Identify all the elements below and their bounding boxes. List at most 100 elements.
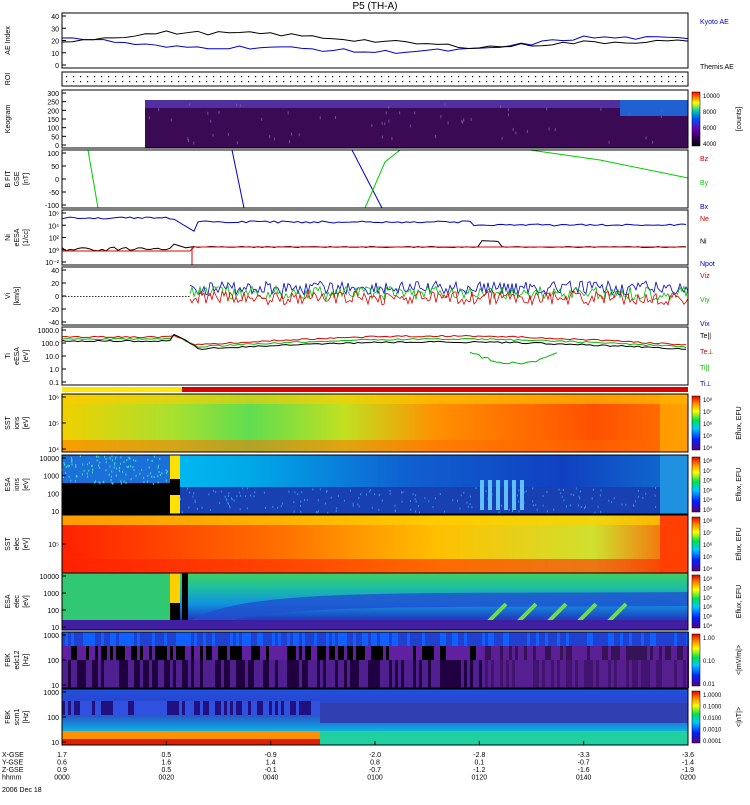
esa-ions-low-noise [227,501,229,504]
fbk-edc-col-top [404,632,407,646]
roi-dot [682,81,684,83]
fbk-edc-col-top [305,632,308,646]
esa-ions-early-noise [114,462,116,465]
keogram-speckle [289,140,291,144]
esa-ions-early-noise [108,473,110,476]
fbk-scm-col [212,701,215,715]
fbk-edc-col-low [314,660,317,688]
velocity-zero-dot [92,296,94,297]
fbk-edc-col-mid [191,646,194,660]
esa-elec-stripe [606,602,628,624]
roi-dot [101,76,103,78]
colorbar-tick-sst_i: 10⁶ [703,421,713,428]
esa-ions-low-noise [187,487,189,490]
roi-dot [528,76,530,78]
fbk-edc-col-mid [95,646,98,660]
esa-ions-low-noise [562,489,564,492]
fbk-edc-col-mid [68,646,71,660]
esa-ions-early-noise [147,474,149,477]
fbk-edc-col-mid [428,646,431,660]
esa-ions-low-noise [219,502,221,505]
fbk-edc-col-mid [479,646,482,660]
fbk-edc-col-mid [278,646,281,660]
fbk-edc-col-top [569,632,572,646]
esa-ions-low-noise [316,511,318,514]
esa-ions-early-noise [62,476,64,479]
roi-dot [682,76,684,78]
fbk-edc-col-low [254,660,257,688]
fbk-scm-col [260,701,263,715]
roi-dot [465,81,467,83]
fbk-edc-col-mid [374,646,377,660]
esa-ions-early-noise [115,474,117,477]
roi-dot [549,76,551,78]
fbk-edc-col-low [206,660,209,688]
keogram-speckle [388,105,390,109]
roi-dot [605,81,607,83]
sst-elec-top-band [62,515,688,525]
esa-ions-early-noise [165,472,167,475]
fbk-edc-col-low [359,660,362,688]
roi-dot [164,81,166,83]
esa-ions-early-noise [111,459,113,462]
roi-dot [612,76,614,78]
esa-ions-early-noise [111,482,113,485]
fbk-edc-col-low [95,660,98,688]
roi-dot [164,76,166,78]
fbk-edc-col-top [242,632,245,646]
roi-dot [542,76,544,78]
fbk-edc-col-low [194,660,197,688]
esa-ions-low-noise [297,493,299,496]
fbk-edc-col-mid [362,646,365,660]
ytick-fbk_e: 1000 [43,633,59,640]
esa-ions-low-noise [566,505,568,508]
esa-ions-low-noise [371,506,373,509]
roi-dot [150,81,152,83]
velocity-zero-dot [95,296,97,297]
ytick-density: 10² [49,236,60,243]
fbk-edc-col-mid [146,646,149,660]
fbk-edc-col-top [152,632,155,646]
esa-ions-low-noise [389,489,391,492]
fbk-edc-col-top [212,632,215,646]
fbk-edc-col-top [464,632,467,646]
roi-dot [129,81,131,83]
colorbar-tick-esa_i: 10⁶ [703,478,713,485]
fbk-edc-col-low [425,660,428,688]
fbk-edc-col-top [641,632,644,646]
fbk-edc-col-low [419,660,422,688]
roi-dot [332,76,334,78]
esa-ions-low-noise [201,506,203,509]
fbk-edc-col-low [212,660,215,688]
fbk-edc-col-top [590,632,593,646]
fbk-edc-col-mid [224,646,227,660]
fbk-scm-col [269,701,272,715]
fbk-scm-col [278,701,281,715]
velocity-zero-dot [86,296,88,297]
keogram-speckle [435,135,437,139]
fbk-edc-col-top [128,632,131,646]
fbk-edc-col-mid [476,646,479,660]
esa-ions-low-noise [608,499,610,502]
esa-elec-features [191,592,688,630]
panel-frame-esa_i [61,454,689,515]
fbk-scm-col [92,701,95,715]
velocity-zero-dot [68,296,70,297]
fbk-edc-col-low [83,660,86,688]
keogram-speckle [381,135,383,139]
roi-dot [73,76,75,78]
roi-dot [416,81,418,83]
esa-ions-low-noise [444,510,446,513]
fbk-scm-col [128,701,131,715]
footer-value: 0040 [263,775,279,782]
keogram-speckle [608,140,610,144]
fbk-edc-col-top [224,632,227,646]
fbk-edc-col-top [392,632,395,646]
esa-ions-low-noise [227,502,229,505]
roi-dot [199,81,201,83]
fbk-edc-col-mid [368,646,371,660]
fbk-edc-col-top [407,632,410,646]
fbk-edc-col-mid [377,646,380,660]
velocity-zero-dot [101,296,103,297]
roi-dot [591,81,593,83]
